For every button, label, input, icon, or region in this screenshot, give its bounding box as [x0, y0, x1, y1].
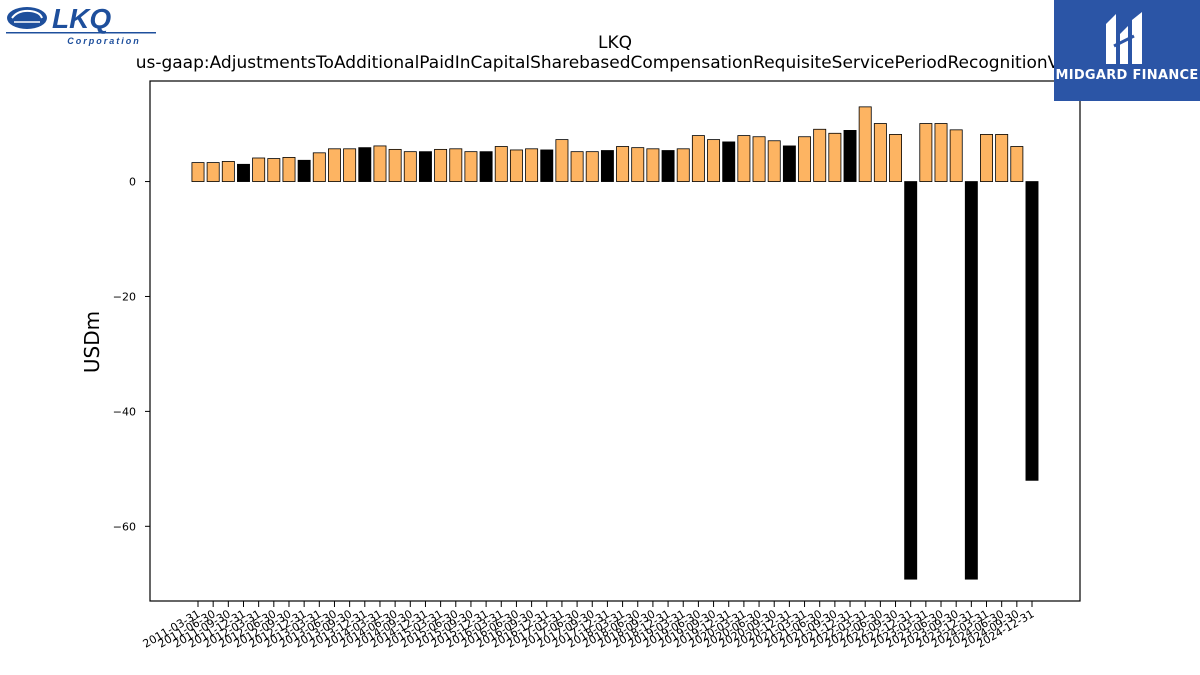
bar-2024-06-30: [995, 134, 1009, 182]
bar-2012-09-30: [282, 157, 296, 182]
bar-2018-12-31: [661, 150, 675, 182]
bar-2024-03-31: [980, 134, 993, 182]
lkq-logo-text: LKQ: [52, 4, 111, 34]
y-axis-label: USDm: [80, 311, 104, 373]
bar-2015-09-30: [464, 151, 478, 182]
bar-2014-09-30: [403, 151, 417, 182]
bar-2015-03-31: [434, 148, 448, 182]
bar-2023-12-31: [964, 181, 978, 580]
x-axis: 2011-03-312011-06-302011-09-302011-12-31…: [141, 601, 1037, 651]
bar-2016-09-30: [525, 148, 539, 182]
bar-2022-12-31: [904, 181, 918, 580]
midgard-finance-logo: MIDGARD FINANCE: [1054, 0, 1200, 101]
bar-2020-12-31: [782, 145, 796, 182]
bar-2019-03-31: [676, 148, 690, 182]
bar-2022-03-31: [858, 106, 872, 182]
bar-2011-06-30: [206, 162, 220, 182]
y-axis: 0 −20 −40 −60: [113, 176, 150, 533]
bar-2024-12-31: [1025, 181, 1039, 481]
bar-2016-12-31: [540, 149, 554, 182]
y-tick-label: −20: [113, 290, 136, 303]
bar-2024-09-30: [1010, 146, 1024, 182]
bar-2018-09-30: [646, 148, 660, 182]
bar-2017-12-31: [600, 150, 614, 182]
chart-title: LKQ: [598, 33, 632, 53]
bar-2013-06-30: [328, 148, 341, 182]
y-tick-label: −40: [113, 405, 136, 418]
bar-2019-12-31: [722, 141, 736, 182]
lkq-logo-subtext: Corporation: [67, 36, 141, 46]
bar-2011-03-31: [191, 162, 205, 182]
bar-2021-06-30: [813, 128, 827, 182]
bar-2023-06-30: [934, 123, 948, 182]
bar-2023-03-31: [919, 123, 933, 182]
bar-2017-09-30: [585, 151, 599, 182]
bar-2013-09-30: [343, 148, 357, 182]
bar-2012-03-31: [252, 157, 266, 182]
bar-2016-06-30: [509, 149, 523, 182]
bar-2012-06-30: [267, 158, 281, 182]
bar-2021-03-31: [798, 136, 812, 182]
bar-2015-06-30: [449, 148, 463, 182]
bar-2020-06-30: [752, 136, 766, 182]
bar-2011-09-30: [221, 161, 235, 182]
plot-frame: [149, 80, 1081, 602]
bar-2022-06-30: [873, 123, 887, 182]
y-tick-label: −60: [113, 520, 136, 533]
bar-2018-06-30: [631, 147, 645, 182]
bar-2011-12-31: [237, 163, 250, 182]
bar-2020-09-30: [767, 140, 781, 182]
bar-2015-12-31: [479, 151, 493, 182]
bar-2014-12-31: [418, 151, 432, 182]
bar-2014-03-31: [373, 145, 387, 182]
bar-2019-06-30: [691, 135, 705, 182]
midgard-mark-icon: [1106, 12, 1142, 64]
bar-2013-12-31: [358, 147, 372, 182]
bar-2018-03-31: [616, 146, 630, 182]
bars-group: [191, 106, 1039, 580]
bar-2023-09-30: [949, 129, 963, 182]
bar-2012-12-31: [297, 159, 311, 182]
bar-2019-09-30: [707, 139, 721, 182]
y-tick-label: 0: [129, 176, 136, 189]
bar-2021-12-31: [843, 130, 857, 182]
bar-2020-03-31: [737, 135, 751, 182]
bar-2017-03-31: [555, 139, 569, 182]
bar-2013-03-31: [312, 152, 326, 182]
chart-subtitle: us-gaap:AdjustmentsToAdditionalPaidInCap…: [136, 53, 1095, 73]
midgard-brand-text: MIDGARD FINANCE: [1055, 68, 1199, 83]
bar-2017-06-30: [570, 151, 584, 182]
lkq-logo: LKQ Corporation: [4, 3, 158, 46]
bar-2022-09-30: [889, 134, 902, 182]
bar-2014-06-30: [388, 148, 402, 182]
bar-2021-09-30: [828, 132, 842, 182]
bar-2016-03-31: [494, 146, 508, 182]
